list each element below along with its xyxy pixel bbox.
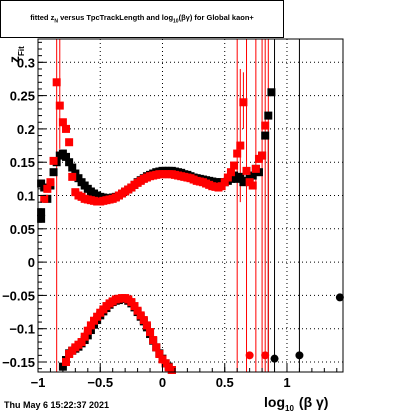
black-data-point xyxy=(58,362,67,371)
y-axis-title-sub: Fit xyxy=(17,46,26,56)
red-data-point xyxy=(65,138,74,147)
red-data-point xyxy=(136,311,145,320)
black-data-point xyxy=(248,171,257,180)
chart-title-box: fitted zN versus TpcTrackLength and log1… xyxy=(0,0,284,38)
red-data-point xyxy=(226,168,235,177)
y-tick-label: 0.2 xyxy=(17,122,35,137)
y-tick-label: 0.15 xyxy=(10,155,35,170)
black-data-point xyxy=(37,208,46,217)
axis-ticks xyxy=(37,41,338,372)
red-data-point xyxy=(49,156,58,165)
black-data-point xyxy=(68,163,77,172)
red-data-point xyxy=(62,124,71,133)
black-circle-point xyxy=(295,351,304,360)
red-data-point xyxy=(242,166,251,175)
red-data-point xyxy=(43,184,52,193)
black-data-point xyxy=(236,172,245,181)
black-data-point xyxy=(62,152,71,161)
red-data-point xyxy=(233,149,242,158)
title-symbol: z xyxy=(50,13,55,23)
y-tick-label: 0.3 xyxy=(17,55,35,70)
x-axis-title-sub: 10 xyxy=(285,404,294,413)
y-tick-label: 0.25 xyxy=(10,89,35,104)
red-data-point xyxy=(68,172,77,181)
red-data-point xyxy=(55,101,64,110)
red-data-point xyxy=(261,121,270,130)
x-tick-label: 0.5 xyxy=(216,375,234,390)
tick-labels: −1 −0.5 0 0.5 1 −0.15 −0.1 −0.05 0 0.05 0.1 0.15 0.2… xyxy=(2,55,291,390)
x-tick-label: −0.5 xyxy=(87,375,113,390)
black-data-point xyxy=(264,111,273,120)
red-data-point xyxy=(258,151,267,160)
black-circle-point xyxy=(335,293,344,302)
title-lead: fitted xyxy=(30,13,49,23)
y-tick-label: 0.1 xyxy=(17,189,35,204)
x-tick-label: 1 xyxy=(283,375,290,390)
black-data-point xyxy=(261,131,270,140)
black-data-point xyxy=(267,88,276,97)
y-axis-title-main: z xyxy=(6,56,22,63)
title-log-sub: 10 xyxy=(173,18,179,25)
y-tick-label: −0.05 xyxy=(2,288,35,303)
red-data-point xyxy=(142,321,151,330)
red-data-point xyxy=(58,118,67,127)
y-tick-label: −0.15 xyxy=(2,355,35,370)
red-circle-point xyxy=(261,351,270,360)
y-tick-label: −0.1 xyxy=(9,322,35,337)
title-mid: versus TpcTrackLength and log xyxy=(58,13,174,23)
red-data-point xyxy=(230,161,239,170)
red-data-point xyxy=(251,164,260,173)
y-axis-title: zFit xyxy=(6,46,26,63)
red-circle-point xyxy=(245,351,254,360)
red-data-point xyxy=(248,181,257,190)
red-data-point xyxy=(152,343,161,352)
y-tick-label: 0.05 xyxy=(10,222,35,237)
red-data-point xyxy=(223,173,232,182)
red-data-point xyxy=(155,350,164,359)
red-data-point xyxy=(149,336,158,345)
black-data-point xyxy=(65,158,74,167)
title-symbol-sub: N xyxy=(54,18,58,25)
plot-frame xyxy=(37,38,344,373)
chart-title: fitted zN versus TpcTrackLength and log1… xyxy=(30,13,254,25)
black-data-point xyxy=(49,168,58,177)
red-data-point xyxy=(146,328,155,337)
x-tick-label: 0 xyxy=(159,375,166,390)
red-data-point xyxy=(83,326,92,335)
title-tail: (βγ) for Global kaon+ xyxy=(178,13,254,23)
black-circle-point xyxy=(270,354,279,363)
grid-lines xyxy=(37,39,343,372)
y-tick-label: 0 xyxy=(28,255,35,270)
x-tick-label: −1 xyxy=(31,375,46,390)
red-data-point xyxy=(86,321,95,330)
red-data-point xyxy=(80,332,89,341)
red-data-point xyxy=(40,194,49,203)
timestamp-footer: Thu May 6 15:22:37 2021 xyxy=(4,400,110,410)
red-data-point xyxy=(236,141,245,150)
red-data-point xyxy=(62,358,71,367)
red-data-point xyxy=(52,78,61,87)
data-markers xyxy=(37,78,344,375)
x-axis-title-main: log xyxy=(264,394,285,410)
red-data-point xyxy=(46,178,55,187)
red-data-point xyxy=(133,306,142,315)
x-axis-title: log10 (β γ) xyxy=(264,394,328,413)
x-axis-title-rest: (β γ) xyxy=(299,394,329,410)
red-data-point xyxy=(130,302,139,311)
black-data-point xyxy=(37,214,46,223)
red-data-point xyxy=(220,178,229,187)
red-data-point xyxy=(239,98,248,107)
red-data-point xyxy=(77,338,86,347)
red-data-point xyxy=(167,366,176,375)
red-data-point xyxy=(139,316,148,325)
